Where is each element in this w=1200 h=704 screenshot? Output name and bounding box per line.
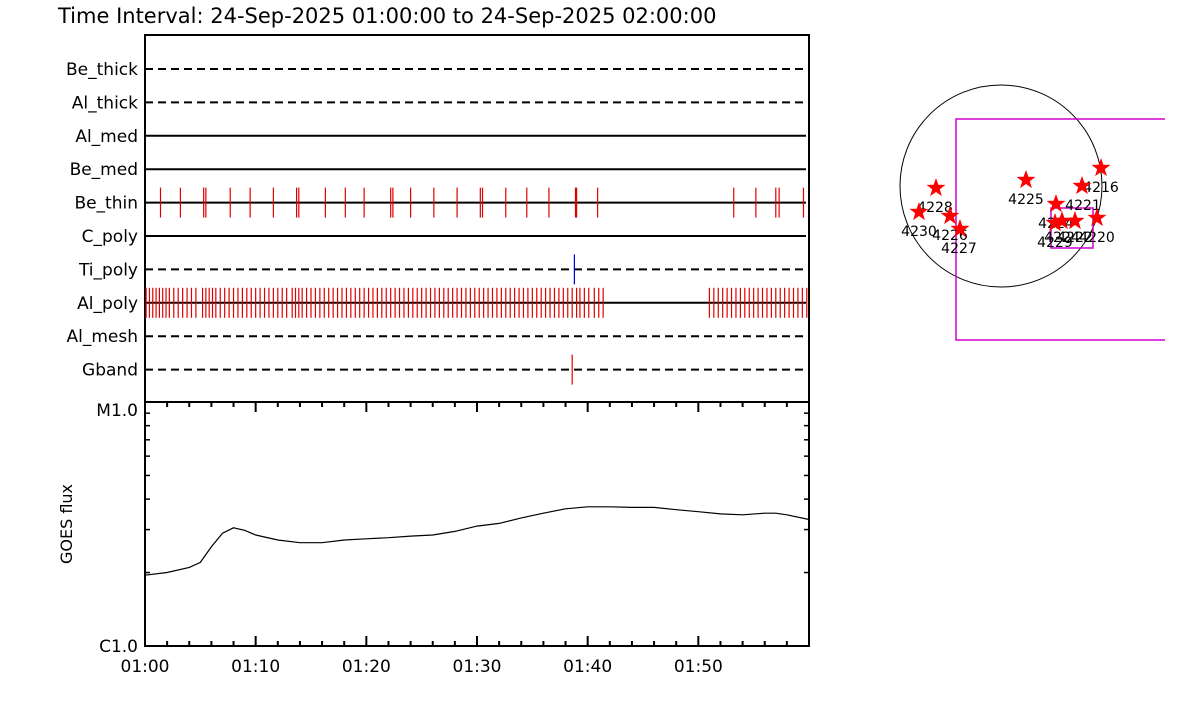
star-marker [940, 206, 960, 225]
solar-disk [899, 84, 1103, 288]
point-label: 4230 [901, 224, 937, 240]
star-marker [950, 219, 970, 238]
row-label-al_thick: Al_thick [72, 93, 138, 113]
star-marker [1016, 170, 1036, 189]
star-marker [1091, 158, 1111, 177]
point-label: 4216 [1083, 180, 1119, 196]
x-tick-label: 01:10 [231, 657, 280, 677]
row-label-be_thin: Be_thin [74, 194, 138, 214]
row-label-al_poly: Al_poly [77, 294, 138, 314]
y-tick-label: M1.0 [96, 401, 138, 421]
row-label-ti_poly: Ti_poly [78, 260, 138, 280]
row-label-al_med: Al_med [75, 127, 138, 147]
star-marker [1072, 176, 1092, 195]
point-label: 4227 [941, 241, 977, 257]
star-marker [1065, 211, 1085, 230]
row-label-gband: Gband [82, 361, 138, 381]
x-tick-label: 01:50 [674, 657, 723, 677]
timeline-frame [144, 34, 810, 403]
goes-flux-panel: 01:00 01:10 01:20 01:30 01:40 01:50 C1.0 M1.0 GO… [57, 401, 810, 677]
fov-map-panel: 4216422142254228422642304227422442204229… [899, 84, 1165, 341]
point-label: 4222 [1057, 230, 1093, 246]
point-label: 4228 [917, 200, 953, 216]
x-tick-label: 01:40 [563, 657, 612, 677]
point-label: 4224 [1044, 230, 1080, 246]
star-marker [1052, 211, 1072, 230]
row-label-al_mesh: Al_mesh [66, 327, 138, 347]
x-tick-label: 01:30 [453, 657, 502, 677]
goes-flux-line [144, 506, 810, 576]
event-timeline-panel: Be_thick Al_thick Al_med Be_med Be_thin C_pol… [66, 34, 810, 403]
star-marker [926, 178, 946, 197]
x-tick-label: 01:20 [342, 657, 391, 677]
x-tick-label: 01:00 [121, 657, 170, 677]
point-label: 4229 [1037, 235, 1073, 251]
page-title: Time Interval: 24-Sep-2025 01:00:00 to 2… [57, 4, 716, 28]
point-label: 4220 [1079, 230, 1115, 246]
y-tick-label: C1.0 [99, 637, 138, 657]
star-marker [1045, 213, 1065, 232]
y-axis-label: GOES flux [57, 484, 76, 564]
point-label: 4225 [1008, 192, 1044, 208]
star-marker [1087, 208, 1107, 227]
goes-frame [144, 401, 810, 647]
point-label: 4221 [1065, 198, 1101, 214]
star-marker [909, 202, 929, 221]
row-label-be_med: Be_med [70, 160, 138, 180]
row-label-c_poly: C_poly [82, 227, 138, 247]
star-marker [1046, 194, 1066, 213]
row-label-be_thick: Be_thick [66, 60, 138, 80]
